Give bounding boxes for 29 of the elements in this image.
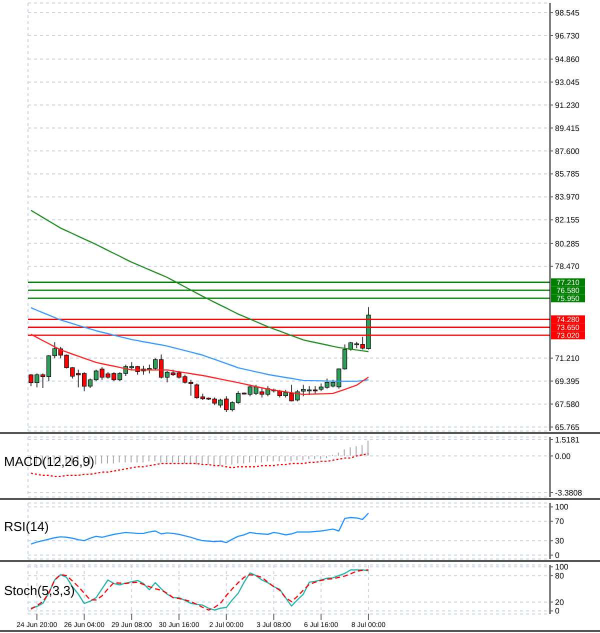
- y-tick-label: 89.415: [555, 124, 580, 133]
- y-tick-label: 83.970: [555, 192, 580, 202]
- y-tick-label: 20: [555, 598, 564, 607]
- y-tick-label: 67.580: [555, 400, 580, 409]
- y-tick-label: 82.155: [555, 216, 580, 225]
- y-tick-label: 91.230: [555, 100, 580, 110]
- text: MACD(12,26,9): [4, 454, 94, 469]
- y-tick-label: 94.860: [555, 54, 580, 64]
- y-tick-label: 71.210: [555, 354, 580, 364]
- y-tick-label: 70: [555, 517, 564, 526]
- y-tick-label: 98.545: [555, 8, 580, 18]
- y-tick-label: 87.600: [555, 146, 580, 156]
- y-tick-label: 0: [555, 606, 560, 616]
- y-tick-label: 80.285: [555, 239, 580, 248]
- y-tick-label: 65.765: [555, 422, 580, 432]
- y-tick-label: -3.3808: [555, 488, 583, 498]
- y-tick-label: 1.5181: [555, 435, 580, 444]
- text: RSI(14): [4, 519, 49, 534]
- y-tick-label: 78.470: [555, 262, 580, 272]
- y-tick-label: 93.045: [555, 78, 580, 87]
- y-tick-label: 100: [555, 502, 569, 512]
- y-tick-label: 69.395: [555, 376, 580, 386]
- y-tick-label: 0.00: [555, 452, 572, 461]
- y-tick-label: 100: [555, 562, 569, 572]
- y-tick-label: 30: [555, 536, 564, 546]
- y-tick-label: 0: [555, 550, 560, 560]
- y-tick-label: 80: [555, 571, 564, 580]
- y-tick-label: 85.785: [555, 170, 580, 179]
- y-tick-label: 96.730: [555, 31, 580, 40]
